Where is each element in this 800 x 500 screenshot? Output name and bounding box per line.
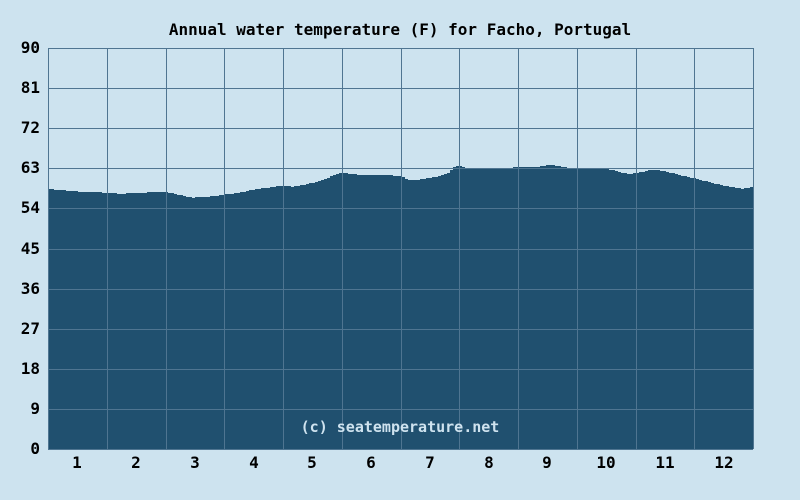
y-axis-labels: 0 9 18 27 36 45 54 63 72 81 90 xyxy=(21,38,40,458)
y-tick-label: 81 xyxy=(21,78,40,97)
temperature-area xyxy=(48,165,753,449)
x-tick-label: 8 xyxy=(484,453,494,472)
x-tick-label: 3 xyxy=(190,453,200,472)
watermark-text: (c) seatemperature.net xyxy=(300,418,500,436)
x-tick-label: 6 xyxy=(366,453,376,472)
x-tick-label: 4 xyxy=(249,453,259,472)
x-tick-label: 1 xyxy=(72,453,82,472)
x-tick-label: 11 xyxy=(655,453,674,472)
y-tick-label: 27 xyxy=(21,319,40,338)
y-tick-label: 63 xyxy=(21,158,40,177)
y-tick-label: 36 xyxy=(21,279,40,298)
x-tick-label: 10 xyxy=(596,453,615,472)
y-tick-label: 54 xyxy=(21,198,40,217)
y-tick-label: 0 xyxy=(30,439,40,458)
y-tick-label: 72 xyxy=(21,118,40,137)
y-tick-label: 9 xyxy=(30,399,40,418)
x-tick-label: 5 xyxy=(307,453,317,472)
x-tick-label: 12 xyxy=(714,453,733,472)
chart-title: Annual water temperature (F) for Facho, … xyxy=(168,20,632,39)
x-tick-label: 9 xyxy=(542,453,552,472)
x-tick-label: 2 xyxy=(131,453,141,472)
y-tick-label: 18 xyxy=(21,359,40,378)
y-tick-label: 90 xyxy=(21,38,40,57)
y-tick-label: 45 xyxy=(21,239,40,258)
grid-lines xyxy=(48,48,754,450)
x-tick-label: 7 xyxy=(425,453,435,472)
x-axis-labels: 1 2 3 4 5 6 7 8 9 10 11 12 xyxy=(72,453,733,472)
